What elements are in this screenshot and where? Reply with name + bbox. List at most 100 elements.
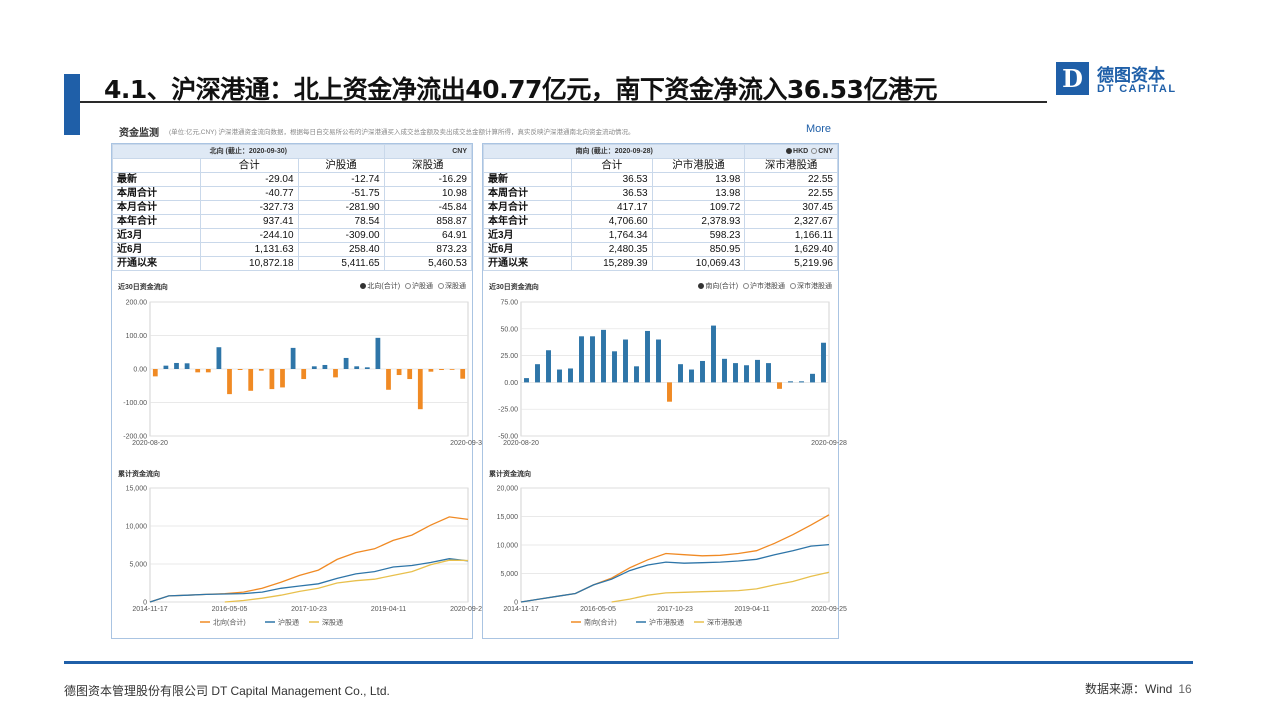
option-south-total[interactable]: 南向(合计) (705, 283, 739, 290)
radio-south-total[interactable] (698, 283, 705, 290)
bar (375, 337, 381, 369)
table-row: 本年合计 4,706.60 2,378.93 2,327.67 (483, 214, 838, 229)
option-north-sh[interactable]: 沪股通 (412, 283, 434, 290)
radio-south-sz[interactable] (790, 283, 796, 290)
legend-label: 北向(合计) (213, 618, 246, 627)
bar (788, 381, 793, 383)
radio-cny[interactable] (811, 148, 818, 155)
y-tick-label: 5,000 (500, 571, 518, 578)
row-label: 近6月 (483, 242, 572, 257)
option-south-sh[interactable]: 沪市港股通 (750, 283, 786, 290)
more-link[interactable]: More (805, 123, 831, 135)
bar (810, 373, 815, 383)
bar (417, 369, 423, 410)
radio-north-total[interactable] (360, 283, 367, 290)
cell-value: 64.91 (383, 228, 473, 243)
radio-hkd[interactable] (786, 148, 793, 155)
data-source: 数据来源：Wind (1085, 682, 1173, 696)
cell-value: -309.00 (297, 228, 385, 243)
row-label: 近3月 (483, 228, 572, 243)
bar (290, 347, 296, 369)
table-row: 本周合计 36.53 13.98 22.55 (483, 186, 838, 201)
bar (755, 359, 760, 383)
bar (269, 369, 275, 390)
northbound-panel: 北向 (截止：2020-09-30) CNY 合计 沪股通 深股通 最新 -29.… (111, 143, 486, 639)
south-daily-bar-chart: 75.00 50.00 25.00 0.00 -25.00 -50.002020-08-2… (498, 300, 847, 448)
table-row: 近3月 -244.10 -309.00 64.91 (112, 228, 473, 243)
bar (216, 347, 222, 369)
bar (428, 369, 434, 372)
northbound-table: 北向 (截止：2020-09-30) CNY 合计 沪股通 深股通 最新 -29.… (112, 144, 473, 271)
footer-divider (64, 661, 1193, 664)
table-header-sz: 深股通 (383, 158, 473, 173)
legend-label: 深市港股通 (707, 618, 742, 627)
option-north-total[interactable]: 北向(合计) (367, 283, 401, 290)
north-daily-options: 北向(合计) 沪股通 深股通 (357, 281, 466, 291)
legend-label: 沪股通 (278, 618, 299, 627)
cell-value: 417.17 (571, 200, 653, 215)
y-tick-label: 25.00 (500, 353, 518, 360)
x-tick-label: 2014-11-17 (132, 606, 167, 613)
logo-cn-text: 德图资本 (1097, 66, 1165, 85)
bar (689, 369, 694, 383)
cell-value: 10,872.18 (200, 256, 299, 271)
cell-value: -16.29 (383, 172, 473, 187)
x-tick-label: 2020-09-30 (450, 440, 486, 447)
southbound-panel: 南向 (截止：2020-09-28) HKD CNY 合计 沪市港股通 深市港股通… (482, 143, 847, 639)
option-south-sz[interactable]: 深市港股通 (797, 283, 832, 290)
slide-title: 4.1、沪深港通：北上资金净流出40.77亿元，南下资金净流入36.53亿港元 (104, 75, 937, 104)
bar (174, 362, 179, 369)
bar (700, 360, 705, 383)
bar (439, 369, 444, 371)
x-tick-label: 2020-09-25 (450, 606, 486, 613)
x-tick-label: 2019-04-11 (371, 606, 406, 613)
table-header-sh: 沪股通 (297, 158, 385, 173)
table-header-total: 合计 (200, 158, 299, 173)
radio-north-sh[interactable] (405, 283, 412, 290)
y-tick-label: 200.00 (126, 300, 148, 307)
y-tick-label: -100.00 (123, 400, 147, 407)
panel-title: 资金监测 (119, 128, 159, 139)
y-tick-label: 0.00 (504, 380, 518, 387)
bar (354, 366, 360, 369)
row-label: 本周合计 (483, 186, 572, 201)
logo-en-text: DT CAPITAL (1097, 83, 1177, 95)
cell-value: 13.98 (651, 172, 746, 187)
cell-value: 22.55 (744, 186, 838, 201)
cell-value: 109.72 (651, 200, 746, 215)
bar (557, 369, 562, 383)
bar (248, 369, 254, 391)
y-tick-label: -50.00 (498, 434, 518, 441)
y-tick-label: 100.00 (126, 333, 148, 340)
cell-value: -40.77 (200, 186, 299, 201)
cell-value: 1,131.63 (200, 242, 299, 257)
row-label: 本年合计 (483, 214, 572, 229)
row-label: 最新 (483, 172, 572, 187)
bar (364, 367, 370, 369)
radio-north-sz[interactable] (438, 283, 444, 290)
cell-value: -29.04 (200, 172, 299, 187)
radio-south-sh[interactable] (743, 283, 750, 290)
north-daily-bar-chart: 200.00 100.00 0.00 -100.00 -200.002020-08-20… (123, 300, 486, 448)
option-cny[interactable]: CNY (818, 148, 833, 155)
cell-value: 13.98 (651, 186, 746, 201)
series-line (149, 558, 469, 603)
x-tick-label: 2020-08-20 (503, 440, 539, 447)
y-tick-label: 15,000 (126, 486, 148, 493)
bar (163, 365, 169, 369)
bar (568, 368, 573, 383)
x-tick-label: 2020-09-25 (811, 606, 847, 613)
option-north-sz[interactable]: 深股通 (445, 283, 466, 290)
option-hkd[interactable]: HKD (793, 148, 809, 155)
cell-value: 307.45 (744, 200, 838, 215)
row-label: 本周合计 (112, 186, 201, 201)
panel-note: (单位:亿元,CNY) 沪深港通资金流向数据，根据每日自交易所公布的沪深港通买入… (169, 129, 635, 136)
bar (546, 350, 551, 383)
bar (799, 381, 804, 383)
footer-company: 德图资本管理股份有限公司 DT Capital Management Co., … (64, 684, 390, 698)
row-label: 本月合计 (483, 200, 572, 215)
plot-frame (520, 301, 830, 437)
bar (623, 339, 628, 383)
x-tick-label: 2019-04-11 (734, 606, 769, 613)
north-cum-title: 累计资金流向 (118, 471, 160, 478)
